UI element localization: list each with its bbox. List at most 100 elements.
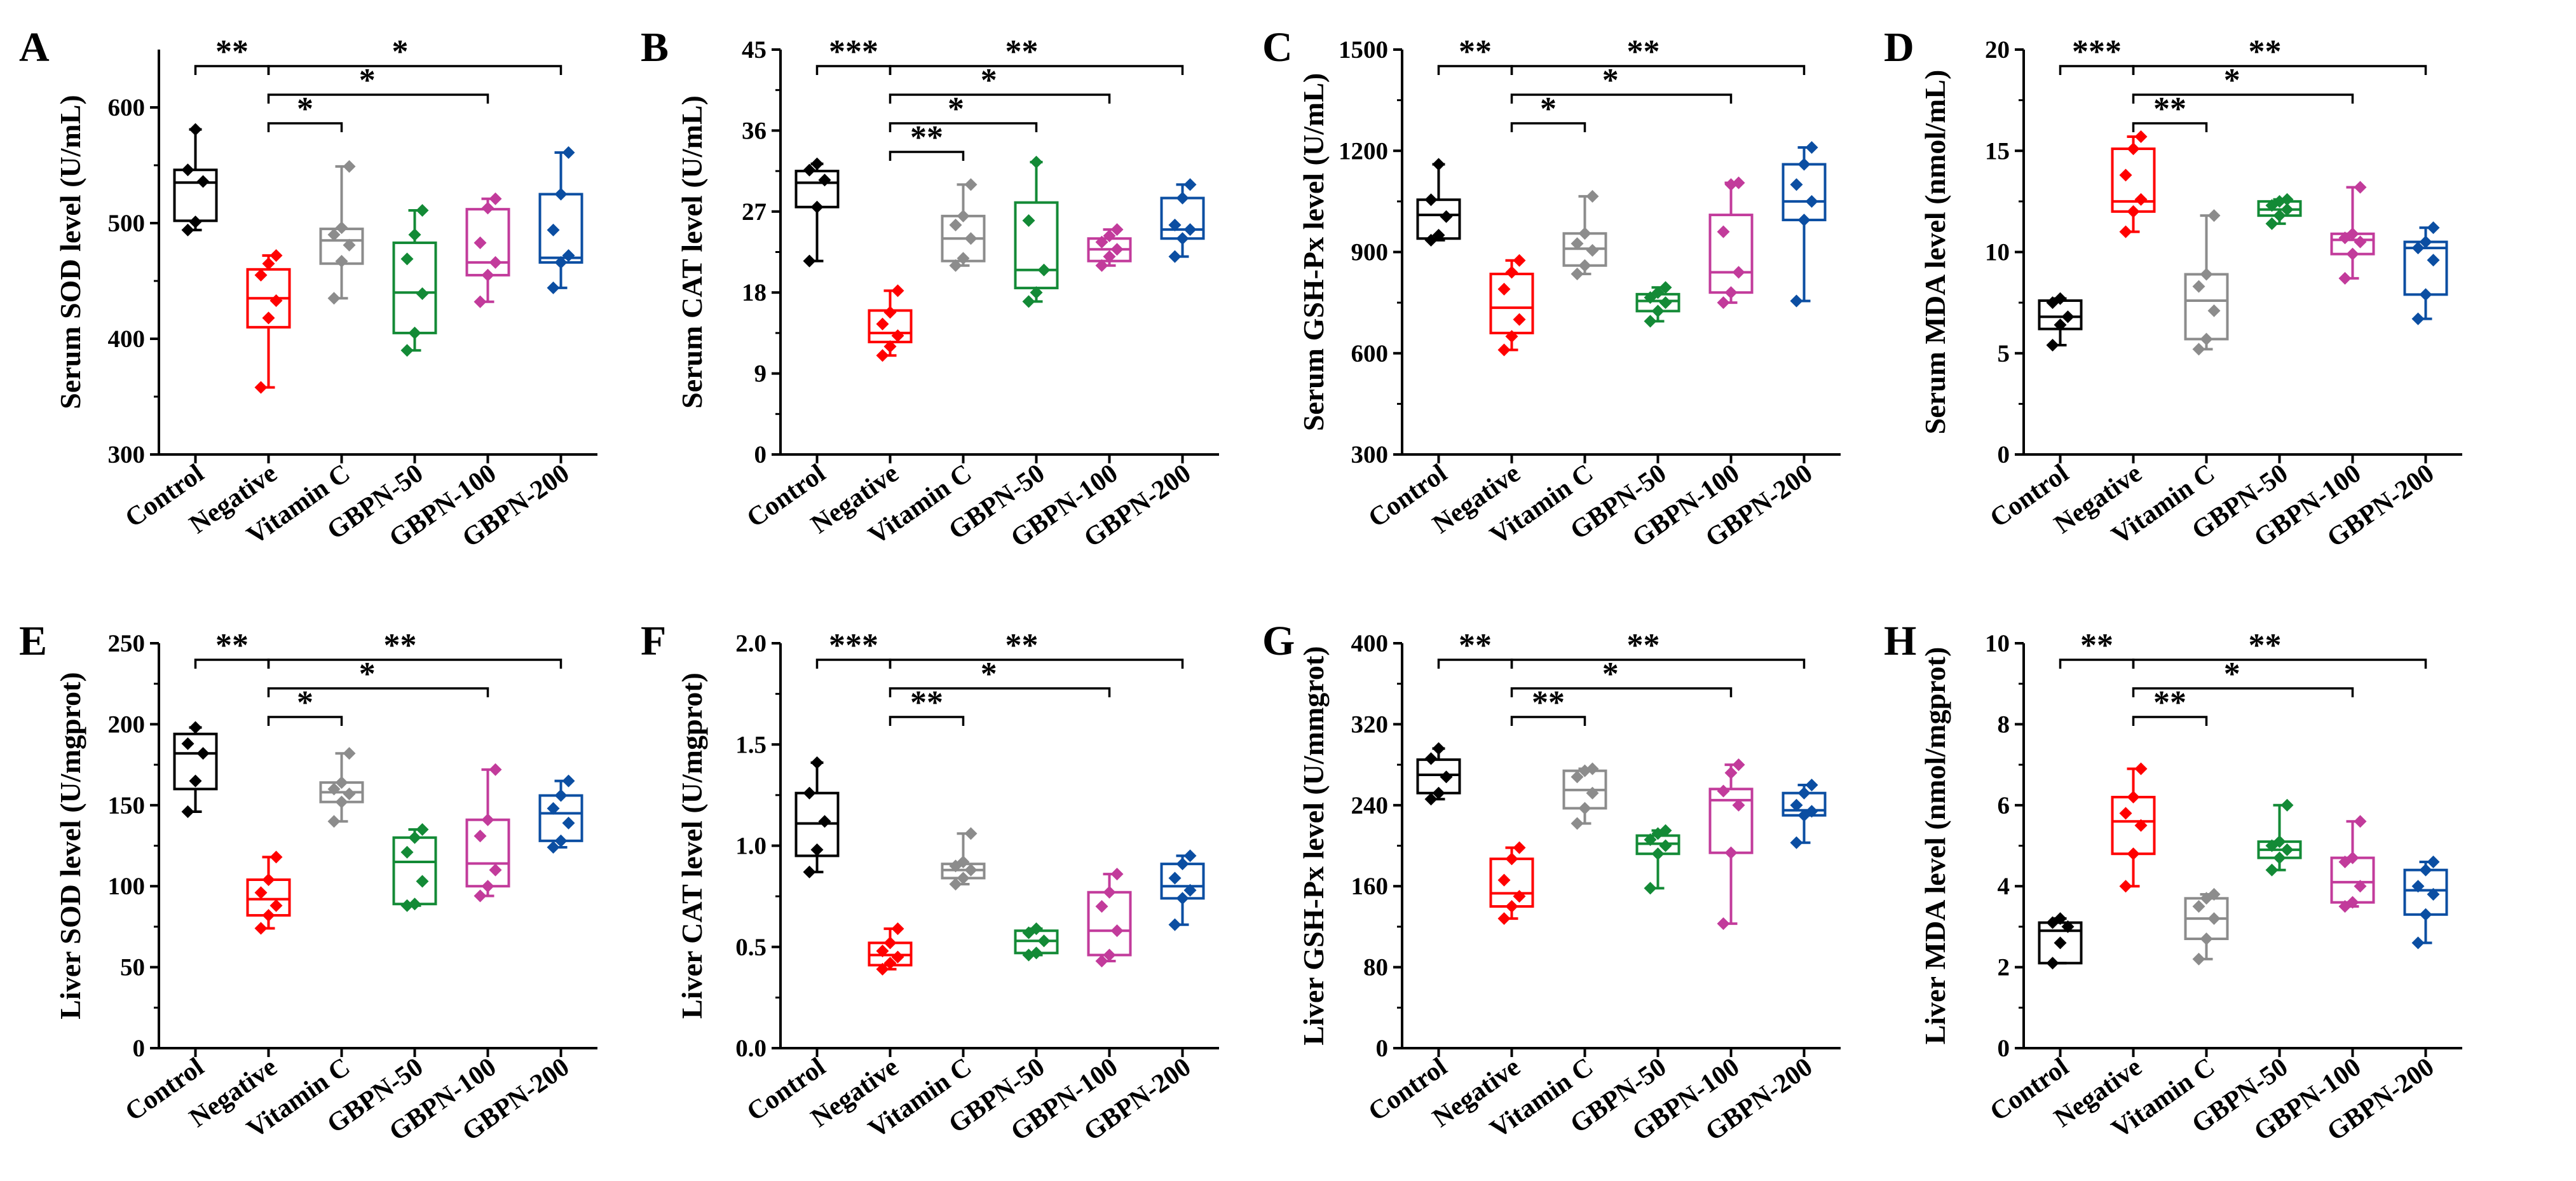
significance-label: * xyxy=(1602,656,1619,692)
data-point xyxy=(1571,817,1584,830)
data-point xyxy=(1732,758,1745,772)
significance-label: * xyxy=(359,656,376,692)
box-gbpn-50 xyxy=(392,203,437,357)
y-tick-label: 1.0 xyxy=(735,833,767,860)
data-point xyxy=(189,721,202,734)
box-gbpn-50 xyxy=(392,823,437,912)
y-tick-label: 0 xyxy=(1998,1035,2010,1062)
data-point xyxy=(964,232,978,245)
y-tick-label: 320 xyxy=(1351,711,1389,738)
y-tick-label: 600 xyxy=(1351,340,1389,367)
box-gbpn-50 xyxy=(2257,798,2302,877)
data-point xyxy=(1168,918,1182,931)
data-point xyxy=(1037,263,1051,276)
data-point xyxy=(1790,178,1803,191)
data-point xyxy=(481,201,494,215)
significance-bracket: ** xyxy=(194,627,270,669)
data-point xyxy=(254,886,268,899)
data-point xyxy=(2192,280,2205,293)
data-point xyxy=(883,306,897,319)
significance-bracket: * xyxy=(1510,62,1733,104)
y-tick-label: 8 xyxy=(1998,711,2010,738)
box-gbpn-200 xyxy=(538,146,583,294)
y-tick-label: 100 xyxy=(108,873,146,900)
data-point xyxy=(400,344,414,357)
data-point xyxy=(554,789,568,802)
bracket-line xyxy=(1510,716,1586,726)
box-gbpn-200 xyxy=(2403,855,2448,950)
data-point xyxy=(2427,887,2440,901)
data-point xyxy=(2119,168,2132,182)
data-point xyxy=(2127,847,2140,861)
y-tick-label: 9 xyxy=(754,360,767,388)
bracket-line xyxy=(889,687,1111,697)
box-negative xyxy=(2111,130,2156,238)
box-iqr xyxy=(1708,788,1754,854)
data-point xyxy=(408,898,421,911)
data-point xyxy=(2061,920,2075,933)
data-point xyxy=(1110,868,1124,881)
bracket-line xyxy=(267,659,562,669)
data-point xyxy=(2419,288,2432,301)
box-vitamin-c xyxy=(941,827,986,891)
y-tick-label: 1500 xyxy=(1339,36,1388,64)
y-tick-label: 50 xyxy=(120,954,145,981)
box-iqr xyxy=(1087,891,1132,957)
y-tick-label: 2.0 xyxy=(735,630,767,657)
box-gbpn-50 xyxy=(1014,155,1059,308)
significance-bracket: * xyxy=(889,656,1111,697)
data-point xyxy=(1183,884,1197,897)
data-point xyxy=(547,802,560,815)
data-point xyxy=(2192,900,2205,913)
data-point xyxy=(547,281,560,294)
box-iqr xyxy=(2403,868,2448,916)
box-vitamin-c xyxy=(319,747,364,828)
data-point xyxy=(891,284,904,297)
box-iqr xyxy=(1489,857,1534,908)
y-tick-label: 1.5 xyxy=(735,731,767,758)
data-point xyxy=(254,268,268,282)
data-point xyxy=(2127,791,2140,804)
data-point xyxy=(957,855,970,868)
data-point xyxy=(1717,225,1730,238)
box-gbpn-100 xyxy=(1708,176,1754,310)
data-point xyxy=(2134,193,2148,206)
data-point xyxy=(262,311,275,325)
box-gbpn-200 xyxy=(1160,178,1205,263)
data-point xyxy=(189,774,202,788)
data-point xyxy=(1022,295,1035,308)
y-axis-label: Serum CAT level (U/mL) xyxy=(676,95,708,409)
significance-bracket: ** xyxy=(2132,34,2427,75)
data-point xyxy=(2280,843,2294,856)
data-point xyxy=(562,249,575,262)
bracket-line xyxy=(1510,687,1733,697)
data-point xyxy=(1497,343,1511,357)
box-control xyxy=(173,123,218,236)
box-gbpn-100 xyxy=(1087,223,1132,272)
data-point xyxy=(1176,857,1189,871)
data-point xyxy=(335,795,348,809)
data-point xyxy=(2419,908,2432,921)
data-point xyxy=(891,922,904,936)
data-point xyxy=(876,317,889,331)
significance-label: ** xyxy=(1005,34,1039,70)
data-point xyxy=(2200,332,2213,346)
data-point xyxy=(1651,304,1665,318)
data-point xyxy=(1424,752,1438,765)
data-point xyxy=(416,203,429,217)
data-point xyxy=(2265,863,2279,877)
data-point xyxy=(1797,158,1811,171)
box-vitamin-c xyxy=(2184,887,2229,966)
data-point xyxy=(2207,912,2221,925)
data-point xyxy=(2207,209,2221,222)
significance-bracket: *** xyxy=(815,34,892,75)
significance-bracket: * xyxy=(1510,91,1586,132)
box-iqr xyxy=(465,818,510,888)
data-point xyxy=(2280,203,2294,216)
data-point xyxy=(1659,296,1672,310)
box-negative xyxy=(1489,254,1534,357)
data-point xyxy=(1505,900,1518,913)
